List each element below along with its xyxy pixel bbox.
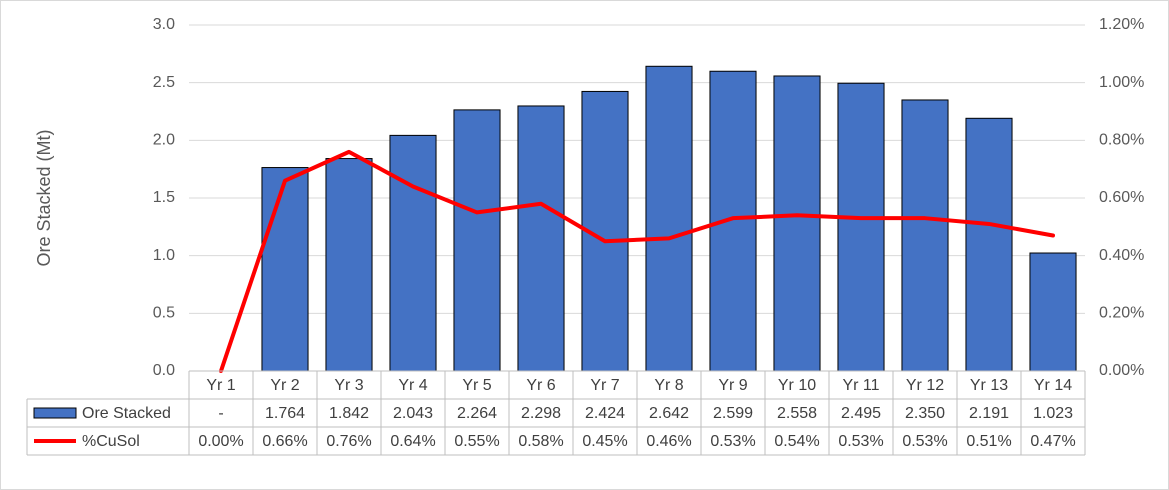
y-tick-label: 2.5 bbox=[153, 74, 175, 91]
bar bbox=[1029, 252, 1077, 372]
data-label-cusol: 0.55% bbox=[454, 433, 499, 450]
legend-swatch-ore-stacked bbox=[33, 407, 77, 419]
y2-tick-label: 0.00% bbox=[1099, 362, 1144, 379]
data-label-cusol: 0.53% bbox=[902, 433, 947, 450]
y2-tick-label: 0.80% bbox=[1099, 132, 1144, 149]
data-label-cusol: 0.64% bbox=[390, 433, 435, 450]
data-label-ore-stacked: 2.495 bbox=[841, 405, 881, 422]
bar bbox=[645, 65, 693, 372]
x-tick-label: Yr 13 bbox=[970, 377, 1008, 394]
data-label-ore-stacked: 2.191 bbox=[969, 405, 1009, 422]
y-axis-label: Ore Stacked (Mt) bbox=[34, 129, 54, 266]
x-tick-label: Yr 5 bbox=[462, 377, 491, 394]
x-tick-label: Yr 10 bbox=[778, 377, 816, 394]
y2-tick-label: 1.00% bbox=[1099, 74, 1144, 91]
bar bbox=[901, 99, 949, 372]
line-series-cusol bbox=[219, 149, 1055, 373]
data-label-cusol: 0.47% bbox=[1030, 433, 1075, 450]
legend-label-ore-stacked: Ore Stacked bbox=[82, 405, 171, 422]
x-tick-label: Yr 1 bbox=[206, 377, 235, 394]
y-tick-label: 1.5 bbox=[153, 189, 175, 206]
data-label-ore-stacked: 1.842 bbox=[329, 405, 369, 422]
bar bbox=[709, 70, 757, 372]
data-label-cusol: 0.46% bbox=[646, 433, 691, 450]
data-label-cusol: 0.58% bbox=[518, 433, 563, 450]
y2-tick-label: 0.40% bbox=[1099, 247, 1144, 264]
data-label-cusol: 0.00% bbox=[198, 433, 243, 450]
bar bbox=[773, 75, 821, 372]
x-tick-label: Yr 12 bbox=[906, 377, 944, 394]
data-label-ore-stacked: 2.350 bbox=[905, 405, 945, 422]
data-label-cusol: 0.51% bbox=[966, 433, 1011, 450]
data-label-ore-stacked: 2.558 bbox=[777, 405, 817, 422]
y-tick-label: 3.0 bbox=[153, 16, 175, 33]
y2-tick-label: 0.20% bbox=[1099, 305, 1144, 322]
x-tick-label: Yr 7 bbox=[590, 377, 619, 394]
y-tick-label: 1.0 bbox=[153, 247, 175, 264]
data-label-cusol: 0.53% bbox=[838, 433, 883, 450]
y-tick-label: 0.0 bbox=[153, 362, 175, 379]
x-tick-label: Yr 14 bbox=[1034, 377, 1072, 394]
data-label-ore-stacked: 2.424 bbox=[585, 405, 625, 422]
y2-tick-label: 1.20% bbox=[1099, 16, 1144, 33]
y2-tick-label: 0.60% bbox=[1099, 189, 1144, 206]
bar bbox=[389, 134, 437, 372]
bar bbox=[517, 105, 565, 372]
bar bbox=[837, 82, 885, 372]
x-tick-label: Yr 11 bbox=[842, 377, 879, 394]
data-label-cusol: 0.53% bbox=[710, 433, 755, 450]
bar bbox=[261, 167, 309, 372]
x-tick-label: Yr 8 bbox=[654, 377, 683, 394]
bar bbox=[965, 117, 1013, 372]
data-label-ore-stacked: 1.764 bbox=[265, 405, 305, 422]
data-label-ore-stacked: 2.599 bbox=[713, 405, 753, 422]
data-label-ore-stacked: 2.264 bbox=[457, 405, 497, 422]
data-label-ore-stacked: 1.023 bbox=[1033, 405, 1073, 422]
legend-label-cusol: %CuSol bbox=[82, 433, 140, 450]
data-label-cusol: 0.66% bbox=[262, 433, 307, 450]
x-tick-label: Yr 4 bbox=[398, 377, 427, 394]
bar bbox=[325, 158, 373, 372]
data-label-cusol: 0.45% bbox=[582, 433, 627, 450]
data-label-ore-stacked: 2.642 bbox=[649, 405, 689, 422]
y-tick-label: 2.0 bbox=[153, 132, 175, 149]
x-tick-label: Yr 2 bbox=[270, 377, 299, 394]
x-tick-label: Yr 9 bbox=[718, 377, 747, 394]
data-label-ore-stacked: 2.043 bbox=[393, 405, 433, 422]
x-tick-label: Yr 3 bbox=[334, 377, 363, 394]
data-label-ore-stacked: - bbox=[218, 405, 223, 422]
data-label-cusol: 0.76% bbox=[326, 433, 371, 450]
y-tick-label: 0.5 bbox=[153, 305, 175, 322]
bar bbox=[453, 109, 501, 372]
data-label-cusol: 0.54% bbox=[774, 433, 819, 450]
x-tick-label: Yr 6 bbox=[526, 377, 555, 394]
data-label-ore-stacked: 2.298 bbox=[521, 405, 561, 422]
